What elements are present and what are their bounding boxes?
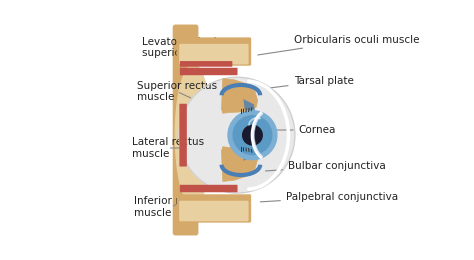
- Text: Levator palpebrae
superioris muscle: Levator palpebrae superioris muscle: [142, 37, 237, 63]
- Text: Tarsal plate: Tarsal plate: [265, 76, 354, 88]
- Text: Palpebral conjunctiva: Palpebral conjunctiva: [260, 192, 398, 202]
- Text: Superior rectus
muscle: Superior rectus muscle: [137, 81, 217, 102]
- FancyBboxPatch shape: [173, 24, 199, 236]
- Text: Bulbar conjunctiva: Bulbar conjunctiva: [265, 161, 386, 171]
- FancyBboxPatch shape: [176, 194, 251, 223]
- Polygon shape: [244, 149, 255, 161]
- FancyBboxPatch shape: [180, 185, 237, 192]
- Circle shape: [243, 125, 262, 145]
- Text: Inferior rectus
muscle: Inferior rectus muscle: [134, 196, 208, 218]
- Polygon shape: [244, 99, 255, 111]
- FancyBboxPatch shape: [180, 68, 237, 75]
- Text: Cornea: Cornea: [271, 125, 336, 135]
- Text: Orbicularis oculi muscle: Orbicularis oculi muscle: [258, 35, 419, 55]
- FancyBboxPatch shape: [179, 201, 248, 221]
- Ellipse shape: [175, 64, 211, 206]
- Circle shape: [228, 111, 277, 160]
- Text: Lateral rectus
muscle: Lateral rectus muscle: [132, 137, 204, 159]
- FancyBboxPatch shape: [179, 44, 248, 64]
- FancyBboxPatch shape: [179, 104, 187, 166]
- FancyBboxPatch shape: [180, 61, 232, 67]
- Circle shape: [233, 116, 272, 154]
- Circle shape: [179, 77, 295, 193]
- FancyBboxPatch shape: [176, 37, 251, 66]
- Polygon shape: [221, 147, 257, 181]
- Polygon shape: [221, 79, 257, 113]
